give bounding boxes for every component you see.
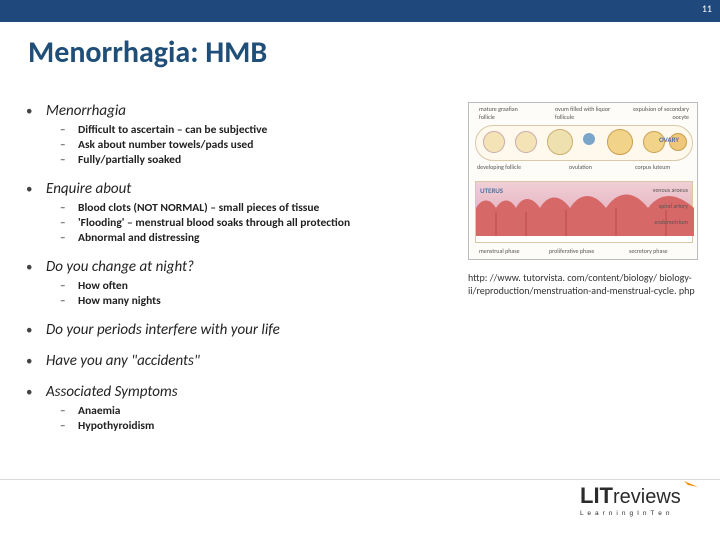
top-bar: 11 bbox=[0, 0, 720, 22]
diagram-label: developing follicle bbox=[477, 163, 521, 171]
diagram-label: UTERUS bbox=[480, 186, 503, 195]
diagram-label: spiral artery bbox=[659, 202, 688, 210]
sub-bullet: Ask about number towels/pads used bbox=[78, 138, 253, 152]
diagram-label: ovum filled with liquor follicule bbox=[555, 105, 615, 121]
sub-bullet: Abnormal and distressing bbox=[78, 231, 199, 245]
sub-bullet: Hypothyroidism bbox=[78, 419, 154, 433]
diagram-label: venous aroeus bbox=[653, 186, 688, 194]
slide-title: Menorrhagia: HMB bbox=[0, 22, 720, 75]
sub-bullet: Fully/partially soaked bbox=[78, 153, 181, 167]
bullet-content: •Menorrhagia –Difficult to ascertain – c… bbox=[26, 102, 466, 446]
bullet-heading: Have you any "accidents" bbox=[46, 352, 200, 370]
sub-bullet: How many nights bbox=[78, 294, 161, 308]
bullet-heading: Associated Symptoms bbox=[46, 383, 178, 401]
sub-bullet: How often bbox=[78, 279, 128, 293]
diagram-label: expulsion of secondary oocyte bbox=[629, 105, 689, 121]
logo: LITreviews L e a r n i n g I n T e n bbox=[580, 479, 700, 524]
bullet-heading: Menorrhagia bbox=[46, 102, 126, 120]
bullet-heading: Do you change at night? bbox=[46, 258, 194, 276]
diagram-figure: mature graafian follicle ovum filled wit… bbox=[468, 102, 698, 260]
sub-bullet: Difficult to ascertain – can be subjecti… bbox=[78, 123, 267, 137]
diagram-label: mature graafian follicle bbox=[479, 105, 529, 121]
logo-text-1: LIT bbox=[580, 483, 614, 508]
logo-text-2: reviews bbox=[613, 486, 681, 508]
sub-bullet: 'Flooding' – menstrual blood soaks throu… bbox=[78, 216, 350, 230]
diagram-label: OVARY bbox=[659, 135, 679, 144]
diagram-label: endometrium bbox=[654, 218, 688, 226]
diagram-label: ovulation bbox=[569, 163, 592, 171]
sub-bullet: Anaemia bbox=[78, 404, 120, 418]
bullet-heading: Enquire about bbox=[46, 180, 131, 198]
diagram-label: proliferative phase bbox=[549, 247, 594, 255]
logo-tagline: L e a r n i n g I n T e n bbox=[580, 510, 671, 517]
svg-text:LITreviews: LITreviews bbox=[580, 483, 681, 508]
bullet-heading: Do your periods interfere with your life bbox=[46, 321, 280, 339]
sub-bullet: Blood clots (NOT NORMAL) – small pieces … bbox=[78, 201, 319, 215]
diagram-label: menstrual phase bbox=[479, 247, 520, 255]
diagram-label: secretory phase bbox=[629, 247, 668, 255]
figure-caption: http: //www. tutorvista. com/content/bio… bbox=[468, 272, 698, 297]
diagram-label: corpus luteum bbox=[635, 163, 670, 171]
page-number: 11 bbox=[702, 2, 712, 15]
